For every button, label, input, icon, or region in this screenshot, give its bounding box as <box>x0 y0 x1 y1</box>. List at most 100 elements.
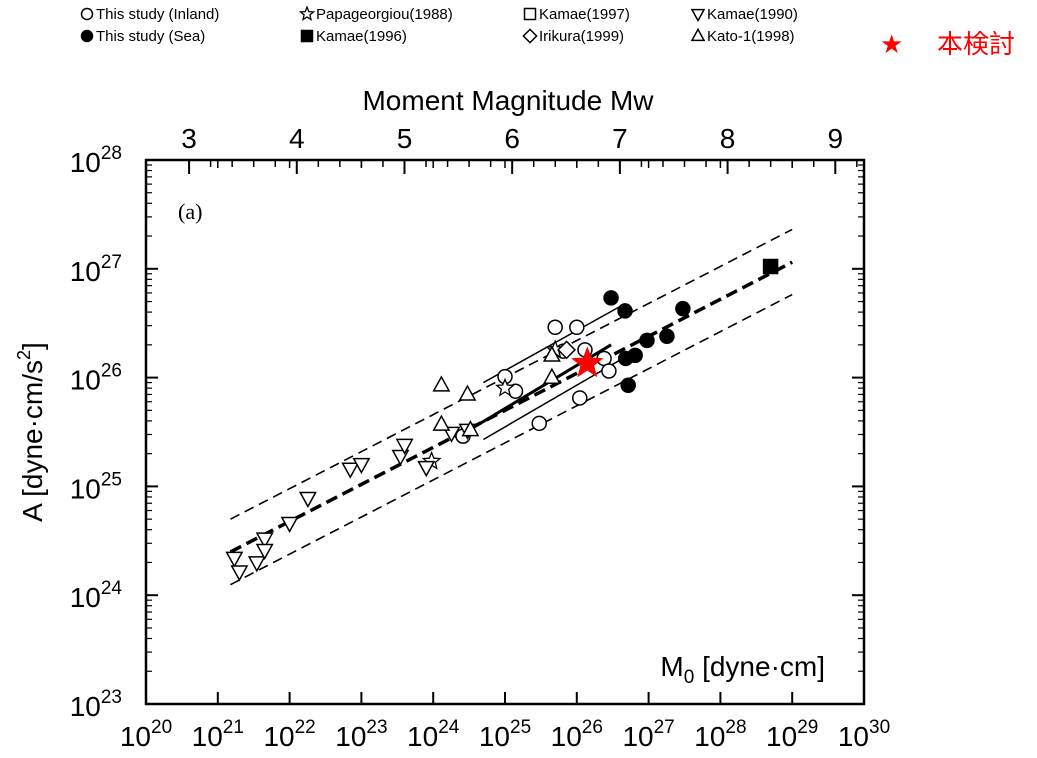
triangle-down-open-point <box>255 532 274 549</box>
circle-open-icon <box>80 7 94 21</box>
x-tick-label: 1022 <box>263 717 315 752</box>
triangle-down-open-point <box>247 556 266 573</box>
legend-label: Papageorgiou(1988) <box>316 6 453 23</box>
y-tick-label: 1024 <box>70 578 123 613</box>
triangle-up-open-point <box>542 345 561 362</box>
star-open-icon <box>298 5 316 22</box>
thin-dashed-fit-line <box>230 228 793 520</box>
circle-open-point <box>569 319 585 336</box>
triangle-down-open-point <box>280 516 299 534</box>
y-tick-label: 1026 <box>70 361 122 396</box>
panel-label: (a) <box>178 199 202 224</box>
x-tick-label: 1026 <box>551 717 603 752</box>
triangle-down-open-point <box>230 565 249 582</box>
x-tick-label: 1025 <box>479 717 531 752</box>
x-tick-label: 1027 <box>622 717 674 752</box>
fit-lines <box>229 228 794 586</box>
legend-item: This study (Sea) <box>80 28 205 45</box>
circle-open-point <box>531 415 548 432</box>
circle-open-point <box>547 319 563 336</box>
circle-filled-point <box>639 332 655 349</box>
square-filled-icon <box>300 29 314 43</box>
y-axis-label: A [dyne·cm/s2] <box>14 342 48 522</box>
x-axis-label: M0 [dyne·cm] <box>660 651 825 688</box>
circle-filled-icon <box>80 29 94 43</box>
circle-open-point <box>601 363 617 379</box>
triangle-down-open-point <box>417 460 436 478</box>
top-axis-label: Moment Magnitude Mw <box>362 85 654 116</box>
legend-label: This study (Inland) <box>96 6 219 23</box>
triangle-down-open-icon <box>690 8 706 23</box>
highlight-legend: ★ 本検討 <box>880 30 1015 60</box>
top-tick-label: 5 <box>397 123 413 154</box>
legend-item: Papageorgiou(1988) <box>298 5 453 23</box>
y-tick-label: 1025 <box>70 469 122 504</box>
x-tick-label: 1028 <box>694 717 746 752</box>
data-points <box>225 258 779 582</box>
thin-solid-fit-line <box>483 359 621 441</box>
top-tick-label: 3 <box>181 123 197 154</box>
x-tick-label: 1023 <box>335 717 387 752</box>
x-tick-label: 1020 <box>120 717 172 752</box>
legend-label: Kamae(1996) <box>316 28 407 45</box>
x-tick-label: 1030 <box>838 717 890 752</box>
plot-frame <box>144 158 866 706</box>
triangle-up-open-point <box>432 375 451 392</box>
top-tick-label: 8 <box>720 123 736 154</box>
triangle-down-open-point <box>352 457 371 475</box>
triangle-down-open-point <box>225 551 244 568</box>
top-tick-label: 7 <box>612 123 628 154</box>
circle-open-point <box>572 390 588 406</box>
x-axis-ticks: 1020 1021 1022 1023 1024 1025 1026 1027 1028 1029… <box>120 160 890 752</box>
thick-dashed-fit-line <box>229 260 794 554</box>
y-axis-ticks: 1023 1024 1025 1026 1027 1028 <box>70 143 864 722</box>
triangle-up-open-point <box>461 420 480 437</box>
square-filled-point <box>762 258 779 275</box>
x-tick-label: 1021 <box>192 717 244 752</box>
legend-item: This study (Inland) <box>80 6 219 23</box>
diamond-open-point <box>557 340 577 360</box>
triangle-down-open-point <box>255 543 274 561</box>
star-open-point <box>495 377 515 397</box>
circle-filled-point <box>675 300 691 317</box>
legend-item: Kato-1(1998) <box>690 27 795 45</box>
triangle-down-open-point <box>298 491 317 509</box>
legend-item: Kamae(1990) <box>690 6 798 23</box>
legend: This study (Inland) This study (Sea) Papag… <box>80 5 798 45</box>
triangle-up-open-point <box>458 384 477 401</box>
star-filled-red-point <box>571 346 604 378</box>
x-tick-label: 1024 <box>407 717 460 752</box>
red-star-icon: ★ <box>880 30 903 60</box>
triangle-up-open-icon <box>690 27 706 42</box>
circle-filled-point <box>659 328 675 344</box>
top-tick-label: 9 <box>827 123 843 154</box>
highlight-label: 本検討 <box>937 30 1015 60</box>
legend-label: Irikura(1999) <box>539 28 624 45</box>
legend-label: Kato-1(1998) <box>707 28 795 45</box>
circle-filled-point <box>617 303 633 319</box>
triangle-down-open-point <box>395 438 414 455</box>
legend-item: Irikura(1999) <box>522 28 624 45</box>
legend-label: Kamae(1997) <box>539 6 630 23</box>
circle-filled-point <box>620 377 636 394</box>
legend-item: Kamae(1997) <box>523 6 630 23</box>
y-tick-label: 1028 <box>70 143 122 178</box>
square-open-icon <box>523 7 537 21</box>
legend-label: Kamae(1990) <box>707 6 798 23</box>
triangle-down-open-point <box>341 462 360 479</box>
x-tick-label: 1029 <box>766 717 818 752</box>
legend-label: This study (Sea) <box>96 28 205 45</box>
thin-dashed-fit-line <box>230 293 793 586</box>
top-axis-ticks: 3 4 5 6 7 8 9 <box>181 123 858 174</box>
diamond-open-icon <box>522 28 538 44</box>
circle-filled-point <box>627 347 643 364</box>
top-tick-label: 6 <box>504 123 520 154</box>
top-tick-label: 4 <box>289 123 305 154</box>
circle-filled-point <box>603 290 619 306</box>
legend-item: Kamae(1996) <box>300 28 407 45</box>
triangle-up-open-point <box>432 414 451 431</box>
y-tick-label: 1027 <box>70 252 122 287</box>
y-tick-label: 1023 <box>70 687 122 722</box>
triangle-up-open-point <box>542 367 561 384</box>
